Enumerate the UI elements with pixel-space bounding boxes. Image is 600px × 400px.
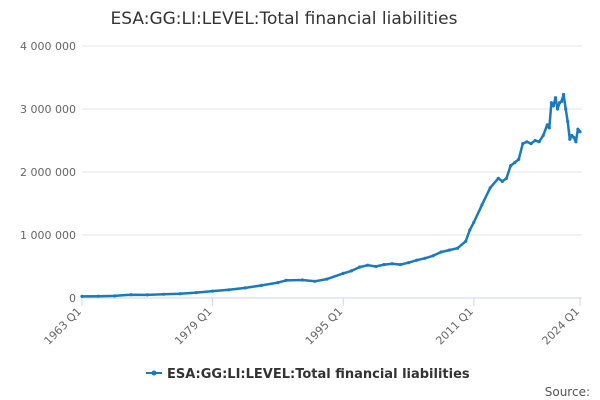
data-point bbox=[562, 92, 566, 97]
data-point bbox=[358, 265, 362, 269]
data-point bbox=[500, 179, 504, 183]
data-point bbox=[566, 120, 570, 124]
data-point bbox=[537, 140, 541, 144]
y-tick-label: 2 000 000 bbox=[20, 166, 76, 179]
chart-title: ESA:GG:LI:LEVEL:Total financial liabilit… bbox=[111, 9, 458, 29]
data-point bbox=[366, 263, 370, 267]
data-point bbox=[260, 283, 264, 287]
data-point bbox=[455, 246, 460, 250]
x-tick-label: 1979 Q1 bbox=[172, 305, 215, 348]
data-point bbox=[439, 250, 443, 254]
data-point bbox=[529, 142, 533, 146]
data-point bbox=[468, 228, 472, 232]
data-point bbox=[382, 263, 386, 267]
data-point bbox=[549, 101, 554, 105]
data-point bbox=[547, 126, 551, 130]
data-point bbox=[572, 135, 576, 139]
data-point bbox=[211, 289, 215, 293]
data-point bbox=[80, 294, 84, 298]
legend-marker bbox=[151, 370, 157, 376]
y-tick-label: 4 000 000 bbox=[20, 40, 76, 53]
data-point bbox=[551, 104, 556, 108]
data-point bbox=[145, 293, 149, 297]
data-point bbox=[129, 293, 133, 297]
x-tick-label: 1963 Q1 bbox=[42, 305, 85, 348]
data-point bbox=[564, 107, 568, 111]
grid-lines bbox=[82, 45, 582, 299]
data-point bbox=[472, 220, 476, 224]
legend-label: ESA:GG:LI:LEVEL:Total financial liabilit… bbox=[167, 367, 470, 382]
x-tick-label: 1995 Q1 bbox=[303, 305, 346, 348]
data-point bbox=[545, 123, 549, 127]
data-point bbox=[178, 292, 182, 296]
y-tick-label: 3 000 000 bbox=[20, 103, 76, 116]
data-point bbox=[517, 157, 521, 161]
source-label: Source: bbox=[545, 385, 590, 399]
y-tick-label: 1 000 000 bbox=[20, 229, 76, 242]
data-point bbox=[533, 138, 537, 143]
series-line bbox=[81, 93, 581, 298]
data-point bbox=[431, 254, 435, 258]
data-point bbox=[513, 161, 517, 165]
data-point bbox=[243, 286, 247, 290]
series-layer bbox=[80, 92, 582, 298]
data-point bbox=[415, 258, 419, 262]
data-point bbox=[300, 278, 304, 282]
data-point bbox=[504, 176, 509, 180]
data-point bbox=[349, 269, 353, 273]
data-point bbox=[406, 261, 411, 265]
data-point bbox=[313, 279, 317, 283]
data-point bbox=[113, 294, 117, 298]
data-point bbox=[574, 140, 578, 144]
legend[interactable]: ESA:GG:LI:LEVEL:Total financial liabilit… bbox=[146, 367, 470, 382]
data-point bbox=[423, 256, 427, 260]
y-axis-tick-labels: 0 1 000 000 2 000 000 3 000 000 4 000 000 bbox=[20, 40, 76, 305]
data-point bbox=[480, 203, 484, 207]
data-point bbox=[521, 142, 525, 146]
data-point bbox=[555, 107, 560, 111]
data-point bbox=[284, 278, 288, 282]
data-point bbox=[96, 294, 100, 298]
data-point bbox=[578, 130, 582, 134]
data-point bbox=[227, 288, 231, 292]
x-tick-label: 2011 Q1 bbox=[433, 305, 476, 348]
data-point bbox=[390, 262, 394, 266]
data-point bbox=[194, 291, 198, 295]
data-point bbox=[464, 239, 468, 243]
data-point bbox=[398, 263, 402, 267]
data-point bbox=[576, 127, 580, 131]
data-point bbox=[276, 281, 280, 285]
data-point bbox=[341, 271, 345, 275]
x-axis-tick-labels: 1963 Q1 1979 Q1 1995 Q1 2011 Q1 2024 Q1 bbox=[42, 297, 583, 348]
data-point bbox=[325, 277, 329, 281]
data-point bbox=[496, 176, 500, 180]
data-point bbox=[570, 133, 574, 138]
data-point bbox=[374, 264, 378, 269]
x-tick-label: 2024 Q1 bbox=[540, 305, 583, 348]
data-point bbox=[568, 137, 572, 141]
data-point bbox=[509, 164, 513, 168]
data-point bbox=[525, 140, 529, 144]
data-point bbox=[541, 133, 545, 138]
y-tick-label: 0 bbox=[69, 292, 76, 305]
data-point bbox=[553, 96, 558, 100]
data-point bbox=[488, 186, 492, 190]
data-point bbox=[162, 292, 166, 296]
data-point bbox=[447, 248, 451, 252]
data-point bbox=[560, 99, 564, 103]
